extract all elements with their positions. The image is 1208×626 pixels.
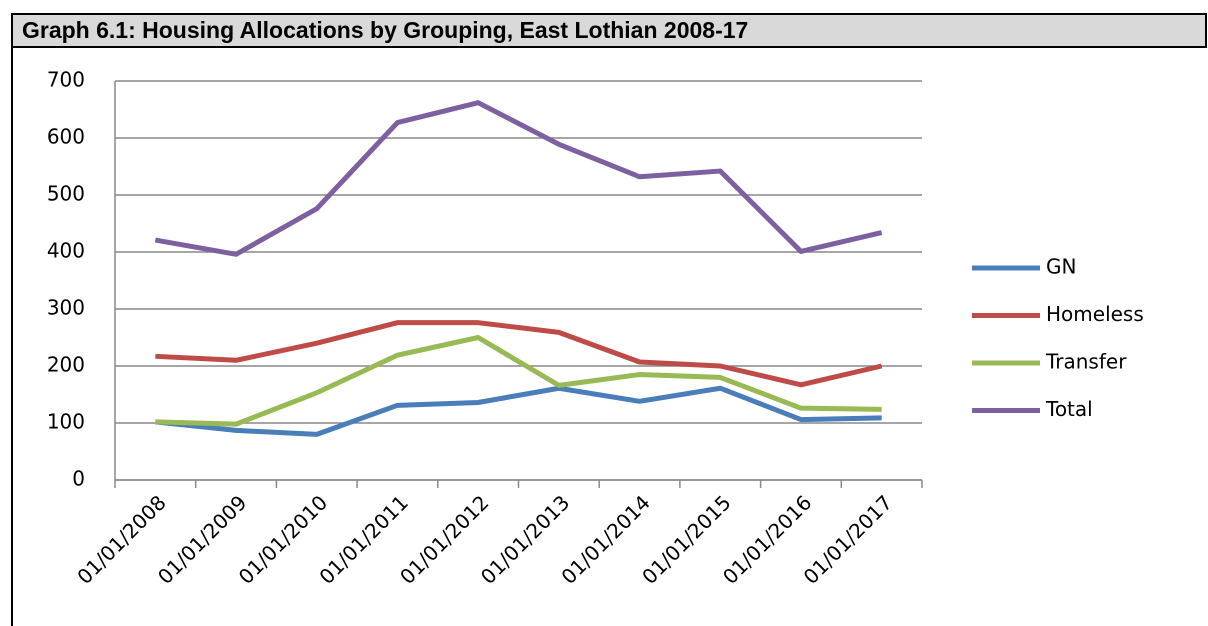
y-tick-label: 100	[47, 410, 85, 434]
series-line	[154, 100, 883, 257]
chart-title: Graph 6.1: Housing Allocations by Groupi…	[22, 17, 748, 43]
series-line	[155, 320, 883, 388]
y-tick-label: 200	[47, 353, 85, 377]
series-line	[155, 385, 882, 437]
legend-label: Transfer	[1045, 350, 1127, 374]
series-line	[155, 335, 882, 427]
legend-label: Homeless	[1046, 302, 1144, 326]
y-tick-label: 300	[47, 296, 85, 320]
y-tick-label: 600	[47, 125, 85, 149]
y-tick-label: 700	[47, 68, 85, 92]
header-bar	[11, 13, 1207, 48]
legend-label: GN	[1046, 255, 1076, 279]
y-tick-label: 400	[47, 239, 85, 263]
legend-label: Total	[1045, 397, 1093, 421]
y-tick-label: 500	[47, 182, 85, 206]
y-tick-label: 0	[72, 467, 85, 491]
